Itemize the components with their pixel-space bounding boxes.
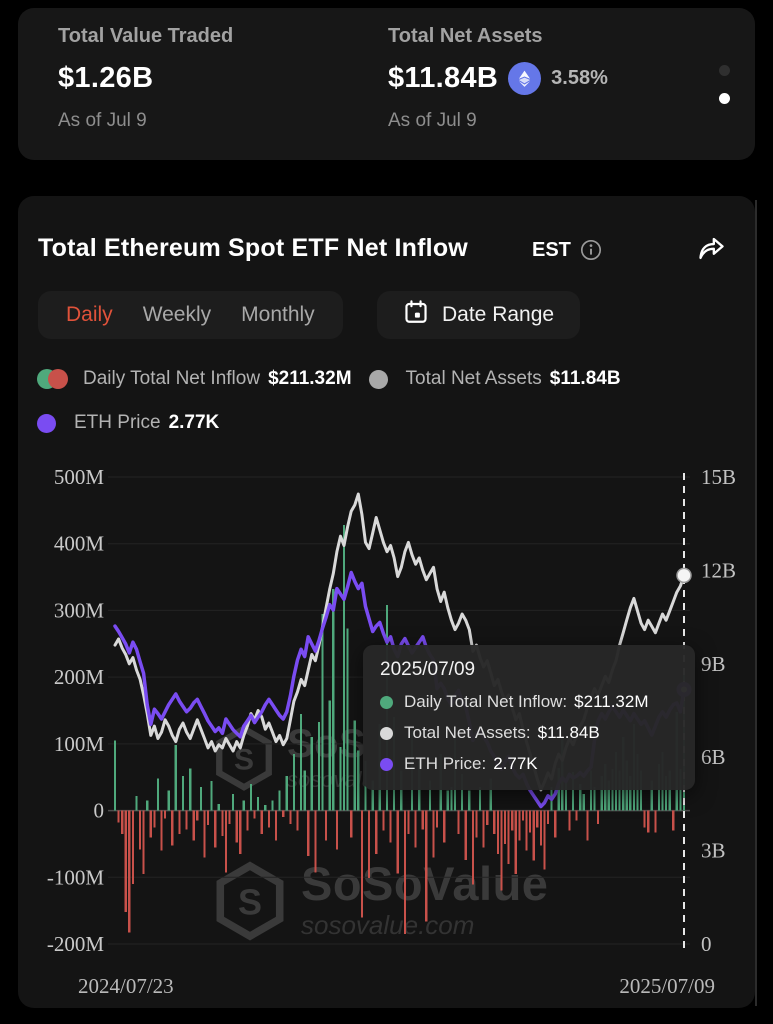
legend-value: $211.32M (268, 368, 352, 389)
stat-value: $1.26B (58, 61, 154, 94)
legend-label: Daily Total Net Inflow (83, 368, 261, 389)
stats-carousel-card: Total Value Traded $1.26B As of Jul 9 To… (18, 8, 755, 160)
chart-tooltip: 2025/07/09 Daily Total Net Inflow: $211.… (363, 645, 695, 790)
ethereum-icon (508, 61, 542, 95)
calendar-icon (403, 299, 429, 331)
tab-daily[interactable]: Daily (66, 303, 113, 326)
tooltip-date: 2025/07/09 (380, 659, 476, 680)
stat-total-value-traded: Total Value Traded $1.26B As of Jul 9 (58, 25, 233, 132)
tab-monthly[interactable]: Monthly (241, 303, 315, 326)
tooltip-row: ETH Price: 2.77K (380, 754, 678, 774)
legend-row: Daily Total Net Inflow $211.32M Total Ne… (37, 368, 638, 390)
legend-label: ETH Price (74, 412, 161, 433)
legend-row: ETH Price 2.77K (37, 412, 236, 434)
watermark-big: S SoSoValue sosovalue.com (214, 860, 548, 941)
svg-text:200M: 200M (54, 665, 105, 689)
tooltip-label: Total Net Assets: (404, 723, 531, 742)
chart-card: Total Ethereum Spot ETF Net Inflow EST D… (18, 196, 755, 1008)
watermark-domain: sosovalue.com (287, 766, 364, 792)
date-range-label: Date Range (442, 303, 555, 326)
svg-text:400M: 400M (54, 532, 105, 556)
period-tabs: Daily Weekly Monthly (38, 291, 343, 339)
tooltip-row: Daily Total Net Inflow: $211.32M (380, 692, 678, 712)
watermark-name: SoSoValue (301, 857, 549, 910)
stat-total-net-assets: Total Net Assets $11.84B 3.58% As of Jul… (388, 25, 608, 132)
gray-dot-icon (368, 369, 388, 389)
scrollbar[interactable] (755, 200, 757, 1006)
svg-text:S: S (238, 881, 262, 922)
legend-value: 2.77K (168, 412, 220, 433)
legend-item-net-assets[interactable]: Total Net Assets $11.84B (368, 368, 621, 390)
svg-text:-200M: -200M (47, 932, 104, 956)
tooltip-row: Total Net Assets: $11.84B (380, 723, 678, 743)
share-icon[interactable] (694, 234, 724, 262)
stat-asof: As of Jul 9 (388, 110, 477, 131)
svg-text:2025/07/09: 2025/07/09 (619, 974, 715, 998)
svg-text:300M: 300M (54, 598, 105, 622)
green-red-dots-icon (37, 369, 68, 389)
legend-item-net-inflow[interactable]: Daily Total Net Inflow $211.32M (37, 368, 352, 390)
chart-title: Total Ethereum Spot ETF Net Inflow (38, 234, 468, 262)
svg-text:500M: 500M (54, 465, 105, 489)
svg-text:12B: 12B (701, 558, 736, 582)
info-icon[interactable] (579, 238, 603, 262)
svg-text:15B: 15B (701, 465, 736, 489)
legend-item-eth-price[interactable]: ETH Price 2.77K (37, 412, 219, 434)
svg-text:100M: 100M (54, 732, 105, 756)
legend-value: $11.84B (549, 368, 621, 389)
stat-label: Total Value Traded (58, 25, 234, 47)
timezone-label: EST (532, 239, 571, 261)
watermark-domain: sosovalue.com (301, 910, 475, 940)
purple-dot-icon (380, 757, 393, 771)
purple-dot-icon (37, 413, 56, 433)
date-range-button[interactable]: Date Range (377, 291, 581, 339)
sosovalue-logo-icon: S (216, 861, 284, 940)
svg-text:6B: 6B (701, 745, 726, 769)
stat-change: 3.58% (551, 66, 608, 89)
gray-dot-icon (380, 726, 393, 740)
combo-chart[interactable]: 500M 400M 300M 200M 100M 0 -100M -200M 15B 12B 9B 6… (18, 196, 755, 1008)
svg-text:0: 0 (94, 799, 105, 823)
tooltip-value: 2.77K (493, 754, 538, 773)
svg-text:0: 0 (701, 932, 712, 956)
svg-text:3B: 3B (701, 839, 726, 863)
stat-asof: As of Jul 9 (58, 110, 147, 131)
carousel-dot-inactive[interactable] (719, 65, 730, 76)
tooltip-label: Daily Total Net Inflow: (404, 692, 568, 711)
green-dot-icon (380, 695, 393, 709)
svg-text:2024/07/23: 2024/07/23 (78, 974, 174, 998)
sosovalue-logo-icon: S (216, 725, 272, 791)
svg-text:9B: 9B (701, 652, 726, 676)
legend-label: Total Net Assets (405, 368, 542, 389)
svg-text:-100M: -100M (47, 865, 104, 889)
tooltip-label: ETH Price: (404, 754, 487, 773)
stat-label: Total Net Assets (388, 25, 543, 47)
carousel-dot-active[interactable] (719, 93, 730, 104)
stat-value: $11.84B (388, 61, 499, 94)
tooltip-value: $211.32M (574, 692, 649, 711)
tab-weekly[interactable]: Weekly (142, 303, 212, 326)
tooltip-value: $11.84B (537, 723, 600, 742)
svg-text:S: S (234, 743, 254, 776)
